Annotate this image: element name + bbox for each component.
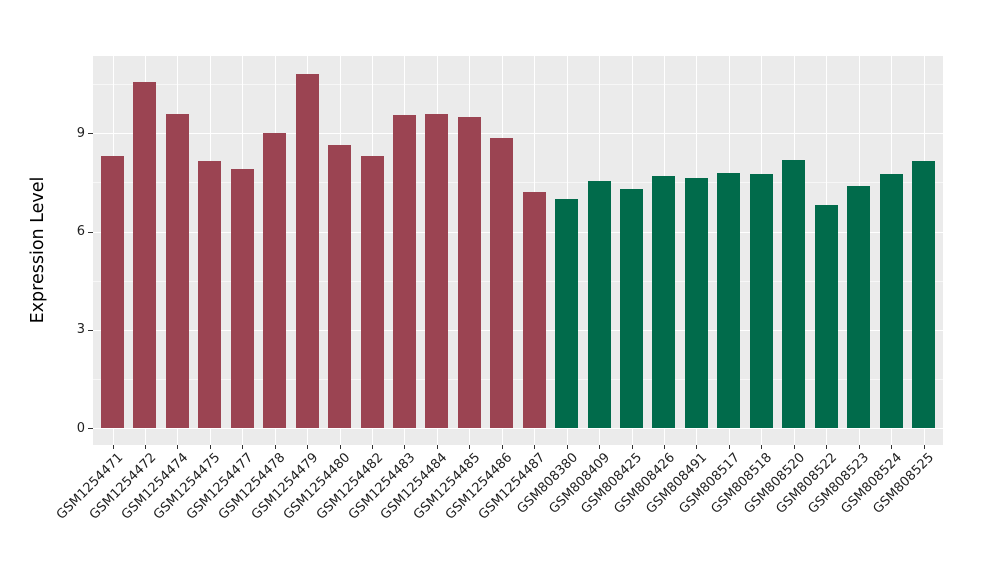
x-tick [242, 445, 244, 449]
x-tick [696, 445, 698, 449]
gridline-major [93, 329, 943, 331]
bar [522, 192, 546, 429]
bar [392, 115, 416, 429]
x-tick [209, 445, 211, 449]
gridline-minor [93, 379, 943, 381]
bar [814, 205, 838, 429]
y-tick-label: 9 [76, 125, 85, 141]
bar [684, 177, 708, 429]
gridline-major [93, 133, 943, 135]
bar [620, 189, 644, 429]
bar [165, 113, 189, 429]
x-tick [761, 445, 763, 449]
bar [457, 116, 481, 429]
bar [587, 180, 611, 429]
y-tick-label: 0 [76, 420, 85, 436]
bar [360, 156, 384, 429]
y-tick-label: 3 [76, 322, 85, 338]
bar [263, 133, 287, 429]
bar [879, 174, 903, 429]
bar [101, 156, 124, 429]
x-tick [469, 445, 471, 449]
bar [782, 159, 806, 429]
bar [133, 82, 157, 429]
x-tick [436, 445, 438, 449]
x-tick [858, 445, 860, 449]
x-tick [501, 445, 503, 449]
bar [230, 169, 254, 429]
y-tick [88, 231, 93, 233]
bar [847, 185, 871, 429]
x-tick [631, 445, 633, 449]
plot-panel [93, 56, 943, 445]
y-axis-title: Expression Level [28, 176, 48, 324]
y-tick [88, 428, 93, 430]
x-tick [372, 445, 374, 449]
x-tick [339, 445, 341, 449]
bar [652, 175, 676, 429]
y-tick-label: 6 [76, 224, 85, 240]
x-tick [663, 445, 665, 449]
x-tick [793, 445, 795, 449]
bar [912, 161, 935, 429]
gridline-minor [93, 84, 943, 86]
x-tick [534, 445, 536, 449]
bar [749, 174, 773, 429]
x-tick [274, 445, 276, 449]
x-tick [307, 445, 309, 449]
gridline-minor [93, 280, 943, 282]
x-tick [923, 445, 925, 449]
x-tick [112, 445, 114, 449]
x-tick [404, 445, 406, 449]
bar [295, 74, 319, 429]
x-tick [826, 445, 828, 449]
bar [717, 172, 741, 429]
x-tick [728, 445, 730, 449]
x-tick [144, 445, 146, 449]
bar [555, 198, 579, 429]
gridline-minor [93, 182, 943, 184]
gridline-major [93, 231, 943, 233]
gridline-major [93, 428, 943, 430]
x-tick [599, 445, 601, 449]
bar [425, 113, 449, 429]
x-tick [891, 445, 893, 449]
bar [490, 138, 514, 429]
x-tick [177, 445, 179, 449]
y-tick [88, 133, 93, 135]
y-tick [88, 329, 93, 331]
bar [198, 161, 222, 429]
x-tick [566, 445, 568, 449]
bar [328, 144, 352, 429]
